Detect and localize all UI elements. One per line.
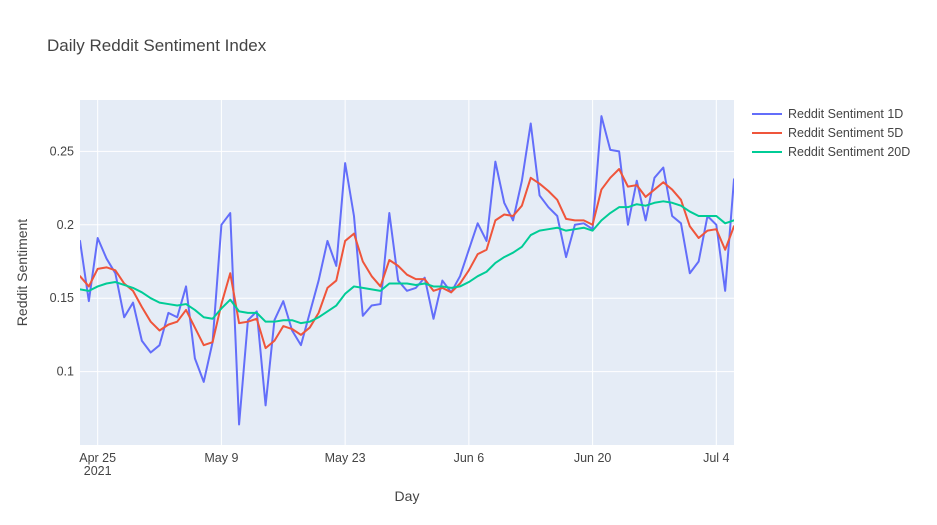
legend-item[interactable]: Reddit Sentiment 1D [752,107,903,121]
x-tick-sublabel: 2021 [84,464,112,478]
series-line-1 [80,115,734,426]
legend-label: Reddit Sentiment 1D [788,107,903,121]
x-tick-label: May 9 [204,451,238,465]
gridlines [80,100,734,445]
x-tick-label: Apr 25 [79,451,116,465]
legend-label: Reddit Sentiment 5D [788,126,903,140]
x-tick-label: Jun 20 [574,451,612,465]
legend[interactable]: Reddit Sentiment 1D Reddit Sentiment 5D Re… [752,107,910,159]
legend-label: Reddit Sentiment 20D [788,145,910,159]
y-tick-label: 0.15 [50,291,74,305]
series-line-2 [80,168,734,350]
chart-title: Daily Reddit Sentiment Index [47,36,267,55]
x-tick-label: Jul 4 [703,451,729,465]
y-tick-label: 0.2 [57,218,74,232]
legend-item[interactable]: Reddit Sentiment 5D [752,126,903,140]
x-tick-label: May 23 [325,451,366,465]
plot-area [80,100,734,445]
series-line-3 [80,200,734,325]
y-tick-label: 0.25 [50,144,74,158]
legend-item[interactable]: Reddit Sentiment 20D [752,145,910,159]
series-layer [80,115,734,426]
x-tick-label: Jun 6 [454,451,485,465]
x-axis-title: Day [395,488,420,504]
y-tick-label: 0.1 [57,365,74,379]
y-axis-title: Reddit Sentiment [14,219,30,327]
y-axis-ticks: 0.1 0.15 0.2 0.25 [50,144,74,378]
